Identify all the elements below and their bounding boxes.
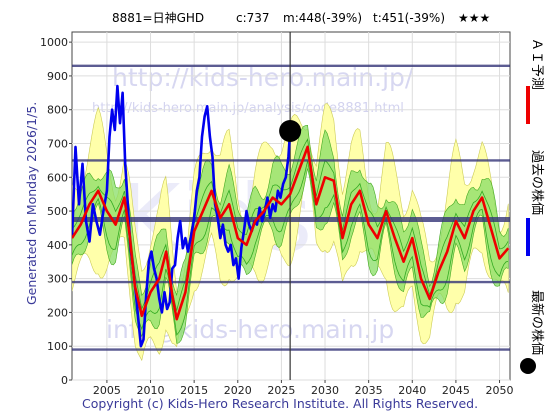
y-tick-label-600: 600	[47, 171, 68, 184]
latest-marker-layer	[279, 119, 302, 142]
legend-past-label: 過去の株価	[529, 150, 544, 215]
x-tick-label-2025: 2025	[267, 384, 295, 397]
current-price: c:737	[236, 11, 270, 25]
rating-stars: ★★★	[458, 11, 490, 25]
series-lines	[72, 84, 510, 348]
y-tick-label-400: 400	[47, 239, 68, 252]
x-tick-label-2005: 2005	[93, 384, 121, 397]
y-tick-label-300: 300	[47, 273, 68, 286]
x-tick-label-2030: 2030	[311, 384, 339, 397]
ai-forecast-line	[72, 145, 510, 321]
x-tick-label-2050: 2050	[486, 384, 514, 397]
past-price-line	[72, 84, 292, 348]
y-tick-label-900: 900	[47, 70, 68, 83]
x-tick-label-2035: 2035	[355, 384, 383, 397]
latest-price-marker	[279, 119, 302, 142]
x-tick-label-2040: 2040	[398, 384, 426, 397]
reference-lines	[72, 32, 510, 380]
stock-code-name: 8881=日神GHD	[112, 11, 204, 25]
medium-forecast: m:448(-39%)	[283, 11, 362, 25]
y-tick-label-800: 800	[47, 104, 68, 117]
watermark-url: http://kids-hero.main.jp/	[112, 63, 414, 92]
y-tick-label-200: 200	[47, 306, 68, 319]
y-tick-label-1000: 1000	[40, 36, 68, 49]
target-forecast: t:451(-39%)	[373, 11, 445, 25]
x-tick-label-2020: 2020	[224, 384, 252, 397]
generated-date-label: Generated on Monday 2026/1/5.	[24, 102, 39, 305]
y-tick-label-500: 500	[47, 205, 68, 218]
y-tick-label-0: 0	[61, 374, 68, 387]
x-tick-label-2010: 2010	[137, 384, 165, 397]
watermark-analysis-url: http://kids-hero.main.jp/analysis/code88…	[92, 101, 404, 116]
y-tick-label-100: 100	[47, 340, 68, 353]
legend-ai-label: ＡＩ予測	[529, 38, 544, 90]
forecast-band-inner	[72, 124, 509, 344]
y-tick-label-700: 700	[47, 137, 68, 150]
legend-latest-label: 最新の株価	[529, 290, 545, 355]
copyright-text: Copyright (c) Kids-Hero Research Institu…	[82, 396, 478, 411]
x-tick-label-2045: 2045	[442, 384, 470, 397]
y-axis-ticks: 0 100 200 300 400 500 600 700 800 900 1000	[40, 36, 72, 387]
x-axis-ticks: 2005 2010 2015 2020 2025 2030 2035 2040 2045 2050	[93, 380, 514, 397]
x-tick-label-2015: 2015	[180, 384, 208, 397]
legend: ＡＩ予測 過去の株価 最新の株価	[520, 38, 545, 374]
legend-latest-swatch	[520, 358, 536, 374]
